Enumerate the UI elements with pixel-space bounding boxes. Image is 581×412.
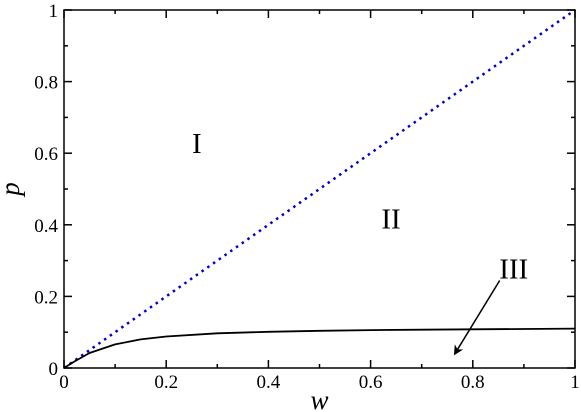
series-layer (63, 8, 576, 370)
x-tick-label: 0.4 (257, 372, 281, 393)
y-axis-label: p (0, 182, 25, 198)
ticks-layer: 0 0.2 0.4 0.6 0.8 1 0 0.2 0.4 0.6 0.8 1 (34, 1, 580, 393)
x-tick-label: 0.6 (359, 372, 383, 393)
x-tick-label: 0.2 (154, 372, 178, 393)
solid-boundary-curve (63, 327, 576, 369)
plot-frame (63, 9, 576, 369)
y-tick-label: 0.8 (34, 73, 58, 94)
region-label-III: III (499, 254, 528, 286)
region-label-II: II (381, 203, 400, 235)
dotted-boundary-line (63, 8, 576, 370)
region-arrow (453, 280, 501, 356)
plot-area (63, 9, 576, 369)
x-tick-label: 0 (59, 372, 69, 393)
y-tick-label: 0.2 (34, 287, 58, 308)
region-label-I: I (192, 128, 202, 160)
y-tick-label: 0.4 (34, 216, 58, 237)
x-tick-label: 0.8 (461, 372, 485, 393)
x-tick-label: 1 (570, 372, 580, 393)
y-tick-label: 0 (49, 359, 59, 380)
y-tick-label: 1 (49, 1, 59, 22)
x-axis-label: w (310, 385, 328, 412)
y-tick-label: 0.6 (34, 144, 58, 165)
